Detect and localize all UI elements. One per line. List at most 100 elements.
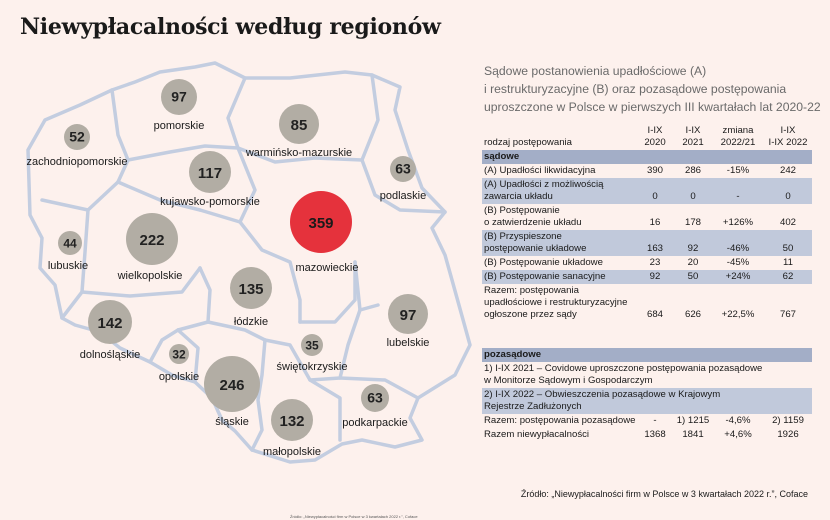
table-row: (B) Postępowanie sanacyjne 92 50 +24% 62 xyxy=(482,270,812,284)
bubble-zachodniopomorskie xyxy=(64,124,90,150)
region-label-mazowieckie: mazowieckie xyxy=(296,262,359,274)
region-label-slaskie: śląskie xyxy=(215,416,249,428)
header-label: I-IX xyxy=(647,125,663,136)
total-label: Razem: postępowania pozasądowe xyxy=(484,415,636,426)
cell-2020: 1368 xyxy=(644,429,666,440)
cell-2021: 1841 xyxy=(682,429,704,440)
cell-2021: 92 xyxy=(674,230,712,256)
border-zp-wlkp xyxy=(40,180,120,212)
cell-2021: 178 xyxy=(684,217,701,228)
cell-2022: 0 xyxy=(764,178,812,204)
row-label: (A) Upadłości z możliwością zawarcia ukła… xyxy=(482,178,636,204)
region-bubbles: 97 pomorskie 52 zachodniopomorskie 85 warmińs… xyxy=(27,79,430,458)
header-sub: 2021 xyxy=(682,137,704,148)
row-label-line: (B) Postępowanie sanacyjne xyxy=(484,271,606,282)
bubble-mazowieckie xyxy=(290,191,352,253)
cell-change: -4,6% xyxy=(725,415,751,426)
cell-2020: - xyxy=(653,415,657,426)
bubble-value-pomorskie: 97 xyxy=(171,89,187,105)
header-label: I-IX xyxy=(685,125,701,136)
bubble-value-podkarpackie: 63 xyxy=(367,390,383,406)
cell-change: -45% xyxy=(726,257,750,268)
border-lodz-sl xyxy=(206,320,267,342)
bubble-value-kujawsko-pomorskie: 117 xyxy=(198,165,222,182)
cell-change: +22,5% xyxy=(721,309,755,320)
region-label-podlaskie: podlaskie xyxy=(380,190,426,202)
map-borders xyxy=(26,61,472,464)
row-label-line: (A) Upadłości likwidacyjna xyxy=(484,165,596,176)
region-label-lodzkie: łódzkie xyxy=(234,316,268,328)
note-line: 1) I-IX 2021 – Covidowe uproszczone post… xyxy=(484,363,763,374)
bubble-value-mazowieckie: 359 xyxy=(308,215,333,232)
row-label: Razem: postępowania upadłościowe i restru… xyxy=(482,284,636,322)
total-row: Razem: postępowania pozasądowe - 1) 1215 -4… xyxy=(482,414,812,428)
row-label-line: (B) Postępowanie układowe xyxy=(484,257,603,268)
bubble-value-warminsko-mazurskie: 85 xyxy=(291,117,308,134)
border-pom-kuj xyxy=(126,144,240,162)
border-mal-pk xyxy=(308,378,342,442)
bubble-value-swietokrzyskie: 35 xyxy=(305,339,319,353)
row-label-line: (B) Postępowanie xyxy=(484,205,560,216)
bubble-malopolskie xyxy=(271,399,313,441)
header-label: I-IX xyxy=(780,125,796,136)
row-label: (B) Postępowanie układowe xyxy=(482,256,636,270)
court-proceedings-table: rodzaj postępowania I-IX 2020 I-IX 2021 zm… xyxy=(482,124,812,322)
section-label: sądowe xyxy=(482,150,812,164)
region-label-lubelskie: lubelskie xyxy=(387,337,430,349)
region-label-podkarpackie: podkarpackie xyxy=(342,417,407,429)
bubble-value-lubuskie: 44 xyxy=(63,237,77,251)
region-label-warminsko-mazurskie: warmińsko-mazurskie xyxy=(245,147,352,159)
row-label-line: postępowanie układowe xyxy=(484,243,587,254)
bubble-lubelskie xyxy=(388,294,428,334)
border-zp-pomorskie xyxy=(110,88,130,184)
cell-2022: 11 xyxy=(783,257,793,268)
row-label: (B) Przyspieszone postępowanie układowe xyxy=(482,230,636,256)
header-2021: I-IX 2021 xyxy=(674,124,712,150)
bubble-value-opolskie: 32 xyxy=(172,348,186,362)
cell-2020: 92 xyxy=(636,270,674,284)
out-of-court-table: pozasądowe 1) I-IX 2021 – Covidowe uprosz… xyxy=(482,348,813,442)
header-sub: 2022/21 xyxy=(720,137,756,148)
row-label: (B) Postępowanie o zatwierdzenie układu xyxy=(482,204,636,230)
header-sub: I-IX 2022 xyxy=(768,137,808,148)
bubble-slaskie xyxy=(204,356,260,412)
border-kuj-wlkp xyxy=(116,180,202,212)
region-label-zachodniopomorskie: zachodniopomorskie xyxy=(27,156,128,168)
bubble-value-dolnoslaskie: 142 xyxy=(97,315,122,332)
border-opo-sl xyxy=(176,328,200,384)
header-label: rodzaj postępowania xyxy=(484,137,573,148)
note-row: 2) I-IX 2022 – Obwieszczenia pozasądowe … xyxy=(482,388,813,414)
header-change: zmiana 2022/21 xyxy=(712,124,764,150)
region-label-opolskie: opolskie xyxy=(159,371,199,383)
subtitle-line: i restrukturyzacyjne (B) oraz pozasądowe… xyxy=(484,82,787,96)
cell-2021: 1) 1215 xyxy=(676,415,710,426)
note-line: w Monitorze Sądowym i Gospodarczym xyxy=(484,375,653,386)
region-label-wielkopolskie: wielkopolskie xyxy=(117,270,183,282)
total-label: Razem niewypłacalności xyxy=(484,429,590,440)
bubble-opolskie xyxy=(169,344,189,364)
cell-2020: 390 xyxy=(646,165,663,176)
table-header-row: rodzaj postępowania I-IX 2020 I-IX 2021 zm… xyxy=(482,124,812,150)
cell-2021: 0 xyxy=(674,178,712,204)
row-label-line: upadłościowe i restrukturyzacyjne xyxy=(484,297,628,308)
section-label: pozasądowe xyxy=(482,348,813,362)
table-row: (B) Postępowanie o zatwierdzenie układu 16… xyxy=(482,204,812,230)
cell-2021: 50 xyxy=(674,270,712,284)
bubble-swietokrzyskie xyxy=(301,334,323,356)
bubble-wielkopolskie xyxy=(126,213,178,265)
row-label: (B) Postępowanie sanacyjne xyxy=(482,270,636,284)
bubble-value-wielkopolskie: 222 xyxy=(139,232,164,249)
bubble-lodzkie xyxy=(230,267,272,309)
cell-2020: 0 xyxy=(636,178,674,204)
cell-2022: 2) 1159 xyxy=(772,415,804,426)
subtitle-line: Sądowe postanowienia upadłościowe (A) xyxy=(484,64,707,78)
page-title: Niewypłacalności według regionów xyxy=(20,14,441,40)
cell-2022: 1926 xyxy=(777,429,799,440)
table-row: (A) Upadłości likwidacyjna 390 286 -15% 242 xyxy=(482,164,812,178)
table-row: (B) Przyspieszone postępowanie układowe 16… xyxy=(482,230,812,256)
chart-subtitle: Sądowe postanowienia upadłościowe (A) i … xyxy=(484,62,824,116)
cell-change: -15% xyxy=(726,165,750,176)
subtitle-line: uproszczone w Polsce w pierwszych III kw… xyxy=(484,100,821,114)
border-lub-wlkp xyxy=(60,208,90,320)
section-header-row: sądowe xyxy=(482,150,812,164)
